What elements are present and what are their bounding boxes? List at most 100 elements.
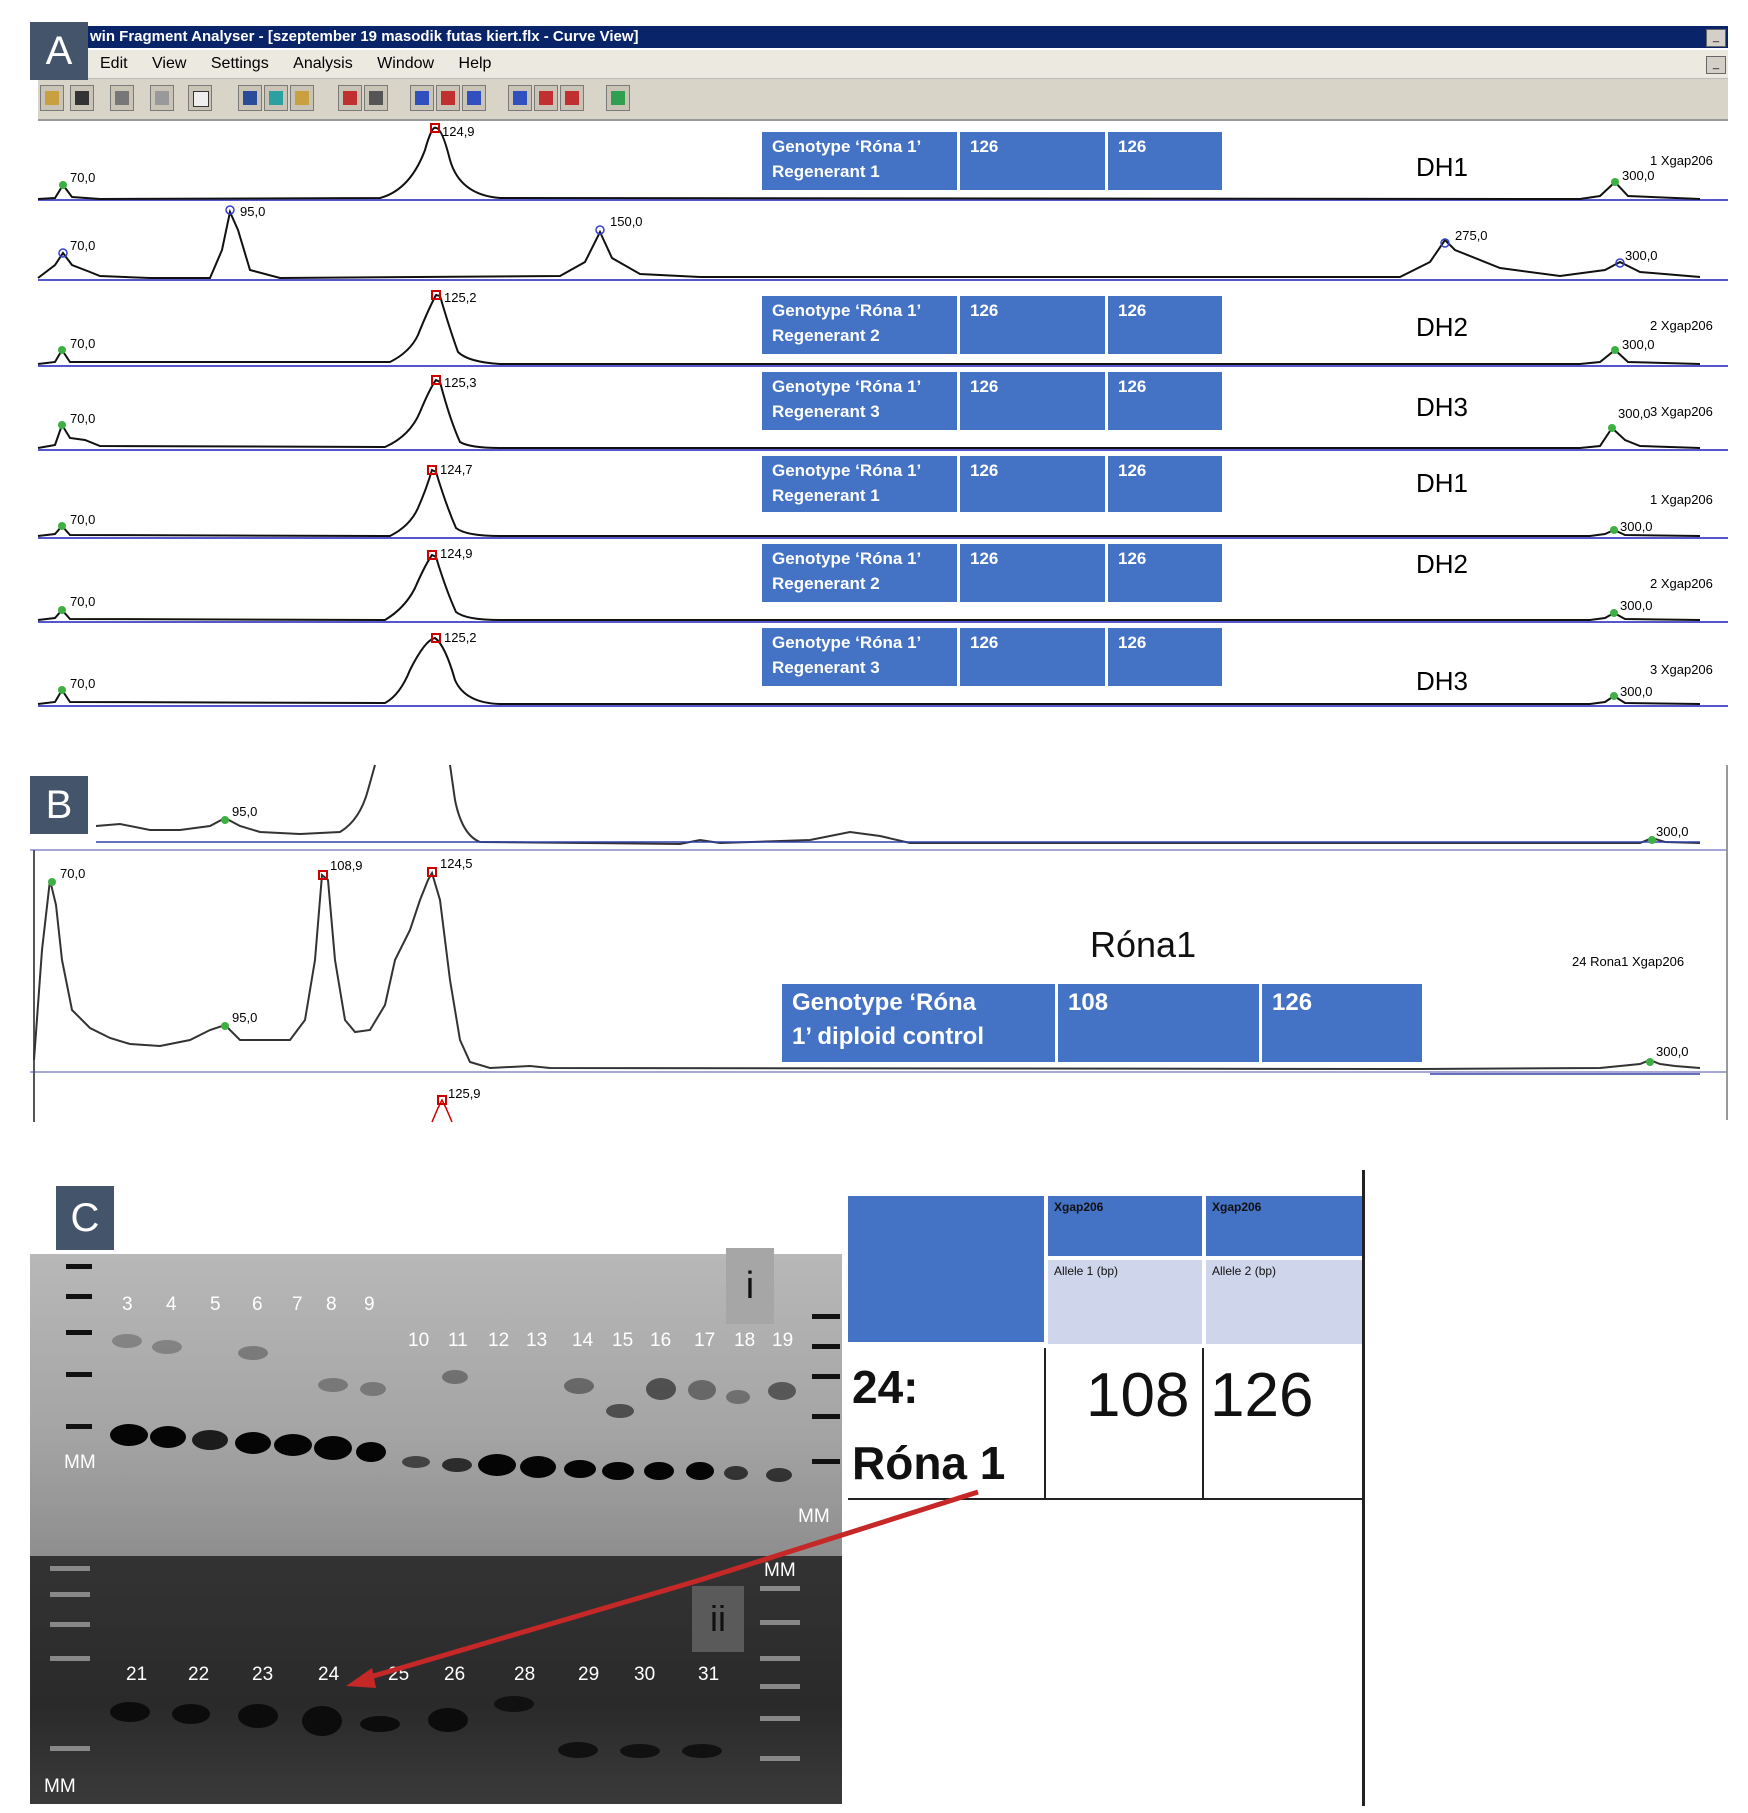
allele2-cell: 126: [1108, 544, 1222, 602]
ladder-band: [50, 1622, 90, 1627]
allele2-cell: 126: [1108, 372, 1222, 430]
allele2-cell: 126: [1108, 628, 1222, 686]
gel-band: [238, 1346, 268, 1360]
ladder-band: [66, 1330, 92, 1335]
lane-label: 4: [166, 1294, 177, 1315]
allele1-cell: 126: [960, 296, 1108, 354]
lane-label: 3: [122, 1294, 133, 1315]
lines-icon[interactable]: [364, 85, 388, 111]
grid-icon[interactable]: [606, 85, 630, 111]
lane-label: 17: [694, 1330, 716, 1351]
table-header-cell: Xgap206: [1048, 1196, 1202, 1256]
gel-band: [238, 1704, 278, 1728]
menu-view[interactable]: View: [152, 55, 187, 72]
open-file-icon[interactable]: [40, 85, 64, 111]
print-icon[interactable]: [110, 85, 134, 111]
menu-bar: Edit View Settings Analysis Window Help: [38, 50, 1728, 79]
lane-label: 13: [526, 1330, 548, 1351]
gel-band: [112, 1334, 142, 1348]
gel-band: [564, 1460, 596, 1478]
save-icon[interactable]: [70, 85, 94, 111]
lane-label: 12: [488, 1330, 510, 1351]
peak-view-1-icon[interactable]: [410, 85, 434, 111]
gel-band: [192, 1430, 228, 1450]
gel-band: [314, 1436, 352, 1460]
menu-help[interactable]: Help: [458, 55, 492, 72]
curve-view-2-icon[interactable]: [534, 85, 558, 111]
ladder-band: [760, 1756, 800, 1761]
menu-window[interactable]: Window: [377, 55, 435, 72]
genotype-line: Genotype ‘Róna: [792, 989, 977, 1016]
marker-label: MM: [64, 1452, 96, 1473]
allele2-value: 126: [1210, 1361, 1314, 1430]
overlay-icon[interactable]: [560, 85, 584, 111]
marker-icon[interactable]: [338, 85, 362, 111]
peak-label: 70,0: [70, 594, 96, 609]
peak-label: 125,2: [444, 630, 477, 645]
ladder-band: [50, 1746, 90, 1751]
table-icon[interactable]: [264, 85, 288, 111]
sample-marker-label: 24 Rona1 Xgap206: [1572, 954, 1685, 969]
allele1-cell: 126: [960, 456, 1108, 512]
gel-band: [606, 1404, 634, 1418]
undo-icon[interactable]: [150, 85, 174, 111]
dh-label: DH2: [1416, 549, 1469, 579]
genotype-cell: Genotype ‘Róna 1’ Regenerant 2: [762, 544, 960, 602]
sample-name: Róna 1: [852, 1437, 1006, 1489]
menu-settings[interactable]: Settings: [210, 55, 269, 72]
peak-label: 300,0: [1656, 824, 1689, 839]
genotype-cell: Genotype ‘Róna 1’ Regenerant 1: [762, 456, 960, 512]
lane-label: 21: [126, 1664, 148, 1685]
gel-band: [152, 1340, 182, 1354]
sample-id: 24:: [852, 1361, 919, 1413]
gel-band: [172, 1704, 210, 1724]
gel-band: [360, 1716, 400, 1732]
lane-label: 15: [612, 1330, 634, 1351]
lane-label: 30: [634, 1664, 656, 1685]
table-divider: [1202, 1348, 1204, 1500]
panel-a-label: A: [30, 22, 88, 80]
peak-label: 124,7: [440, 462, 473, 477]
peak-label: 70,0: [70, 411, 96, 426]
peak-label: 300,0: [1618, 406, 1651, 421]
document-icon[interactable]: [188, 85, 212, 111]
peak-view-2-icon[interactable]: [436, 85, 460, 111]
ladder-band: [812, 1459, 840, 1464]
peak-view-3-icon[interactable]: [462, 85, 486, 111]
ladder-band: [812, 1344, 840, 1349]
peak-label: 70,0: [70, 336, 96, 351]
peak-label: 300,0: [1625, 248, 1658, 263]
find-icon[interactable]: [238, 85, 262, 111]
genotype-line: Regenerant 1: [772, 162, 880, 181]
lane-label: 26: [444, 1664, 466, 1685]
peak-label: 150,0: [610, 214, 643, 229]
curve-view-1-icon[interactable]: [508, 85, 532, 111]
lane-label: 23: [252, 1664, 274, 1685]
ladder-band: [66, 1264, 92, 1269]
ladder-band: [50, 1656, 90, 1661]
tools-icon[interactable]: [290, 85, 314, 111]
genotype-cell: Genotype ‘Róna 1’ Regenerant 1: [762, 132, 960, 190]
gel-band: [235, 1432, 271, 1454]
minimize-icon[interactable]: _: [1706, 29, 1726, 47]
menu-edit[interactable]: Edit: [100, 55, 128, 72]
allele2-cell: 126: [1108, 296, 1222, 354]
table-border: [1362, 1170, 1365, 1806]
gel-band: [602, 1462, 634, 1480]
table-header-cell: Xgap206: [1206, 1196, 1362, 1256]
lane-label: 29: [578, 1664, 600, 1685]
dh-label: DH3: [1416, 392, 1469, 422]
peak-label: 125,2: [444, 290, 477, 305]
peak-label: 70,0: [70, 238, 96, 253]
lane-label: 18: [734, 1330, 756, 1351]
gel-band: [442, 1458, 472, 1472]
lane-label: 14: [572, 1330, 594, 1351]
gel-band: [428, 1708, 468, 1732]
sample-marker-label: 2 Xgap206: [1650, 318, 1713, 333]
gel-band: [402, 1456, 430, 1468]
restore-icon[interactable]: _: [1706, 56, 1726, 74]
peak-label: 300,0: [1622, 337, 1655, 352]
allele1-cell: 126: [960, 628, 1108, 686]
menu-analysis[interactable]: Analysis: [293, 55, 353, 72]
